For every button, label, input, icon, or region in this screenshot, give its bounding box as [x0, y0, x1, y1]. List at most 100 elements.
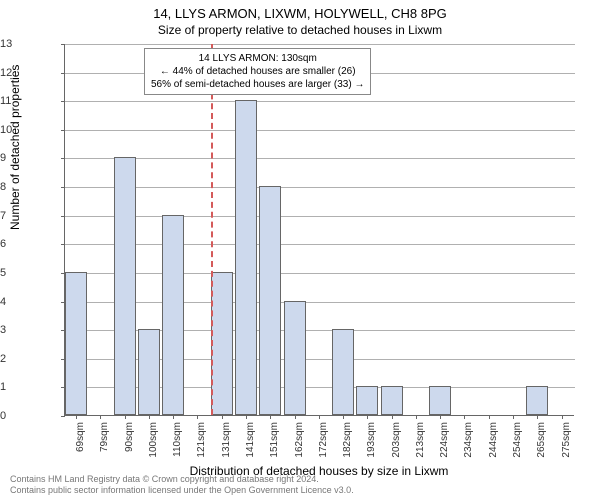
ytick-mark: [61, 216, 65, 217]
xtick-label: 162sqm: [294, 422, 305, 472]
footer-attribution: Contains HM Land Registry data © Crown c…: [10, 474, 354, 497]
ytick-label: 1: [0, 381, 58, 393]
xtick-mark: [173, 415, 174, 419]
xtick-mark: [149, 415, 150, 419]
xtick-mark: [392, 415, 393, 419]
xtick-mark: [295, 415, 296, 419]
annotation-box: 14 LLYS ARMON: 130sqm ← 44% of detached …: [144, 48, 371, 95]
xtick-mark: [416, 415, 417, 419]
ytick-label: 9: [0, 152, 58, 164]
xtick-label: 110sqm: [172, 422, 183, 472]
ytick-mark: [61, 73, 65, 74]
xtick-mark: [440, 415, 441, 419]
xtick-label: 100sqm: [148, 422, 159, 472]
ytick-mark: [61, 130, 65, 131]
xtick-mark: [100, 415, 101, 419]
footer-line1: Contains HM Land Registry data © Crown c…: [10, 474, 354, 485]
plot-region: [64, 44, 574, 416]
xtick-label: 79sqm: [99, 422, 110, 472]
xtick-mark: [464, 415, 465, 419]
gridline: [65, 187, 575, 188]
xtick-mark: [513, 415, 514, 419]
xtick-mark: [562, 415, 563, 419]
xtick-mark: [319, 415, 320, 419]
xtick-label: 131sqm: [221, 422, 232, 472]
xtick-label: 203sqm: [391, 422, 402, 472]
xtick-label: 90sqm: [124, 422, 135, 472]
chart-title-line2: Size of property relative to detached ho…: [0, 21, 600, 37]
bar: [138, 329, 160, 415]
y-axis-label: Number of detached properties: [8, 65, 22, 230]
gridline: [65, 244, 575, 245]
xtick-label: 254sqm: [512, 422, 523, 472]
xtick-mark: [76, 415, 77, 419]
xtick-label: 69sqm: [75, 422, 86, 472]
ytick-label: 5: [0, 267, 58, 279]
bar: [381, 386, 403, 415]
xtick-label: 151sqm: [269, 422, 280, 472]
ytick-mark: [61, 44, 65, 45]
xtick-mark: [367, 415, 368, 419]
gridline: [65, 158, 575, 159]
ytick-mark: [61, 187, 65, 188]
chart-area: 14 LLYS ARMON: 130sqm ← 44% of detached …: [64, 44, 574, 416]
annotation-line3: 56% of semi-detached houses are larger (…: [151, 78, 364, 91]
ytick-label: 13: [0, 38, 58, 50]
xtick-label: 182sqm: [342, 422, 353, 472]
xtick-label: 234sqm: [463, 422, 474, 472]
ytick-label: 6: [0, 238, 58, 250]
xtick-label: 213sqm: [415, 422, 426, 472]
bar: [211, 272, 233, 415]
xtick-label: 265sqm: [536, 422, 547, 472]
bar: [259, 186, 281, 415]
footer-line2: Contains public sector information licen…: [10, 485, 354, 496]
bar: [162, 215, 184, 415]
ytick-label: 10: [0, 124, 58, 136]
ytick-mark: [61, 158, 65, 159]
ytick-mark: [61, 101, 65, 102]
xtick-label: 275sqm: [561, 422, 572, 472]
annotation-line2: ← 44% of detached houses are smaller (26…: [151, 65, 364, 78]
xtick-mark: [222, 415, 223, 419]
ytick-label: 3: [0, 324, 58, 336]
bar: [65, 272, 87, 415]
annotation-line1: 14 LLYS ARMON: 130sqm: [151, 52, 364, 65]
xtick-label: 172sqm: [318, 422, 329, 472]
xtick-mark: [125, 415, 126, 419]
gridline: [65, 44, 575, 45]
xtick-mark: [343, 415, 344, 419]
bar: [429, 386, 451, 415]
marker-line: [211, 44, 213, 415]
bar: [332, 329, 354, 415]
xtick-label: 141sqm: [245, 422, 256, 472]
xtick-mark: [537, 415, 538, 419]
ytick-label: 2: [0, 353, 58, 365]
bar: [526, 386, 548, 415]
gridline: [65, 216, 575, 217]
chart-title-line1: 14, LLYS ARMON, LIXWM, HOLYWELL, CH8 8PG: [0, 0, 600, 21]
ytick-mark: [61, 244, 65, 245]
bar: [284, 301, 306, 415]
gridline: [65, 302, 575, 303]
xtick-label: 193sqm: [366, 422, 377, 472]
ytick-label: 0: [0, 410, 58, 422]
xtick-mark: [270, 415, 271, 419]
ytick-label: 12: [0, 67, 58, 79]
bar: [114, 157, 136, 415]
bar: [235, 100, 257, 415]
xtick-label: 121sqm: [196, 422, 207, 472]
gridline: [65, 273, 575, 274]
ytick-label: 11: [0, 95, 58, 107]
xtick-label: 244sqm: [488, 422, 499, 472]
xtick-label: 224sqm: [439, 422, 450, 472]
xtick-mark: [489, 415, 490, 419]
gridline: [65, 101, 575, 102]
xtick-mark: [197, 415, 198, 419]
ytick-label: 4: [0, 296, 58, 308]
ytick-label: 8: [0, 181, 58, 193]
xtick-mark: [246, 415, 247, 419]
gridline: [65, 130, 575, 131]
ytick-label: 7: [0, 210, 58, 222]
bar: [356, 386, 378, 415]
ytick-mark: [61, 416, 65, 417]
